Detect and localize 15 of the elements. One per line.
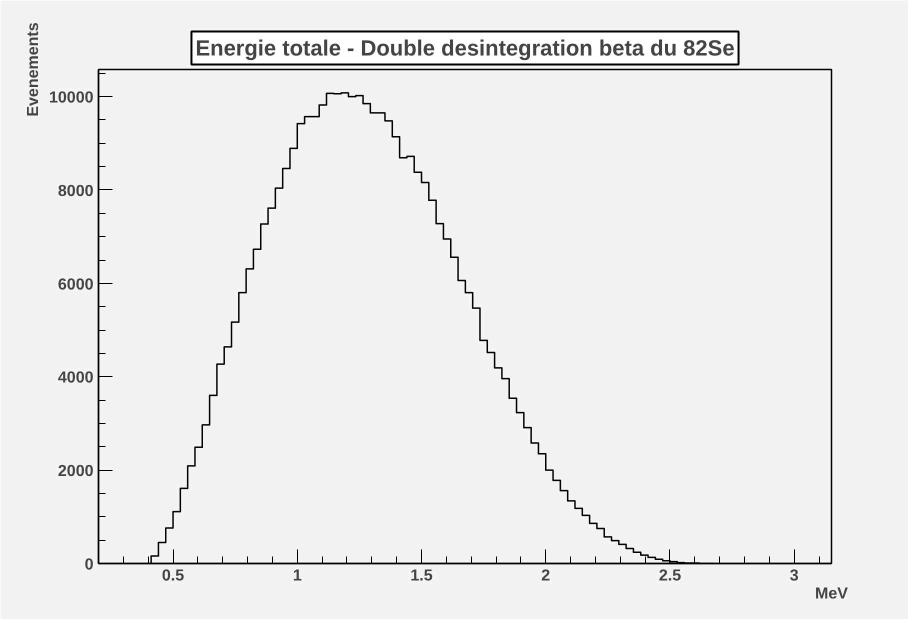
x-tick-label: 0.5 [162,568,184,584]
x-axis-title: MeV [815,586,848,602]
y-tick-label: 0 [84,556,94,574]
y-tick-label: 2000 [58,463,94,480]
x-tick-label: 1 [292,568,302,584]
y-tick-label: 8000 [58,182,94,200]
x-tick-label: 3 [790,568,799,584]
y-tick-label: 6000 [58,276,94,294]
chart-title: Energie totale - Double desintegration beta du 82Se [195,36,735,60]
x-tick-label: 2.5 [658,568,682,584]
y-tick-label: 4000 [58,370,94,387]
x-tick-label: 2 [541,568,550,584]
y-axis-title: Evenements [25,22,42,117]
x-tick-label: 1.5 [410,568,433,584]
y-tick-label: 10000 [49,90,94,107]
